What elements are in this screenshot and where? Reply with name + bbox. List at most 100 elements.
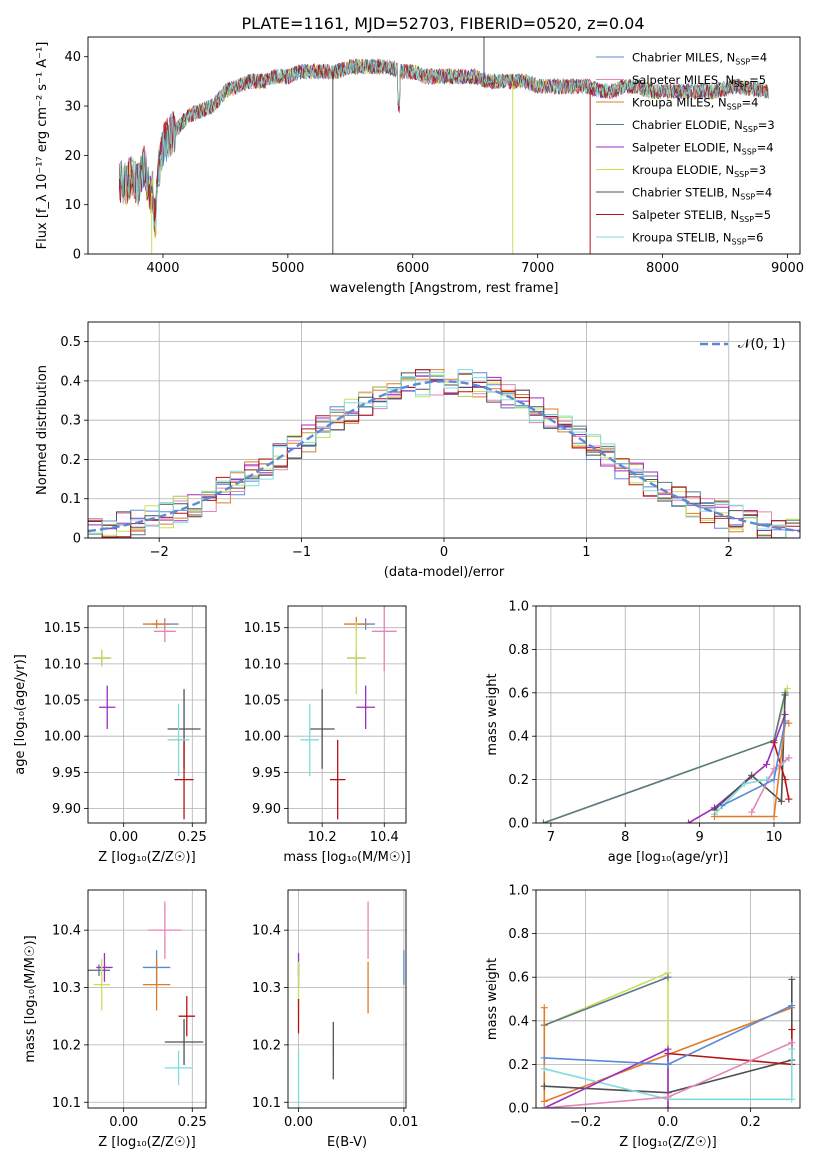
series-kroupa-elodie [539, 684, 791, 823]
panel-spectrum: 4000 5000 6000 7000 8000 9000 0 10 20 30 40 wavelen… [35, 36, 804, 296]
y-tick-label: 1.0 [508, 600, 529, 615]
y-tick-label: 10.00 [44, 730, 81, 745]
x-axis-label: Z [log₁₀(Z/Z☉)] [98, 1135, 195, 1150]
y-tick-label: 0.0 [508, 1102, 529, 1117]
series-kroupa-miles [710, 719, 793, 820]
plots-layer: 4000 5000 6000 7000 8000 9000010203040wavelen… [13, 36, 804, 1150]
x-axis-label: Z [log₁₀(Z/Z☉)] [98, 850, 195, 865]
errorbar-point [371, 606, 397, 672]
axes-frame [287, 605, 407, 824]
panel-age-vs-mass: 10.2 10.4 9.90 9.95 10.00 10.05 10.10 10.15 mass… [244, 605, 411, 865]
series-chabrier-miles [718, 717, 789, 810]
x-axis-label: Z [log₁₀(Z/Z☉)] [619, 1135, 716, 1150]
x-tick-label: 10 [766, 830, 783, 845]
series-line [544, 979, 793, 1094]
x-axis-label: mass [log₁₀(M/M☉)] [283, 850, 410, 865]
x-tick-label: 0.00 [109, 1115, 138, 1130]
y-tick-label: 0.1 [60, 492, 81, 507]
errorbar-point [93, 958, 110, 1011]
spectrum-line-salpeter-stelib [118, 58, 769, 233]
axes-frame [87, 321, 801, 539]
x-tick-label: 8 [621, 830, 629, 845]
series-salpeter-stelib [770, 739, 793, 803]
series-line [713, 757, 790, 815]
y-tick-label: 10.3 [52, 981, 81, 996]
y-tick-label: 9.95 [252, 766, 281, 781]
series-line [544, 1049, 793, 1101]
legend-nssp-label: , N [716, 231, 732, 245]
y-axis-label: mass weight [485, 673, 500, 755]
errorbar-point [98, 685, 116, 729]
x-tick-label: 7 [547, 830, 555, 845]
legend-nssp-subscript: SSP [734, 80, 749, 89]
axes-frame [287, 889, 407, 1109]
y-tick-label: 10.4 [252, 924, 281, 939]
legend-nssp-label: , N [727, 118, 743, 132]
y-tick-label: 10.4 [52, 924, 81, 939]
errorbar-point [367, 901, 369, 959]
y-tick-label: 40 [64, 50, 81, 65]
y-tick-label: 10.00 [244, 730, 281, 745]
legend-entry-name: Salpeter ELODIE [632, 141, 726, 155]
legend-entry: Salpeter MILES, NSSP=5 [632, 73, 766, 89]
errorbar-point [164, 1019, 204, 1065]
x-tick-label: 10.4 [370, 830, 399, 845]
x-tick-label: −2 [150, 545, 169, 560]
legend-nssp-subscript: SSP [727, 103, 742, 112]
errorbar-point [297, 999, 300, 1034]
y-tick-label: 0.3 [60, 414, 81, 429]
x-tick-label: 9 [695, 830, 703, 845]
x-tick-label: 0.25 [178, 1115, 207, 1130]
y-tick-label: 0.8 [508, 927, 529, 942]
legend-nssp-value: =4 [742, 96, 759, 110]
legend-entry: Chabrier ELODIE, NSSP=3 [632, 118, 775, 134]
y-tick-label: 9.90 [52, 802, 81, 817]
figure-title: PLATE=1161, MJD=52703, FIBERID=0520, z=0… [241, 14, 644, 33]
panel-age-vs-Z: 0.00 0.25 9.90 9.95 10.00 10.05 10.10 10.15 Z [l… [13, 605, 207, 865]
legend-entry-name: Salpeter MILES [632, 73, 718, 87]
legend-nssp-subscript: SSP [742, 148, 757, 157]
legend-entry-name: Kroupa MILES [632, 96, 711, 110]
x-tick-label: 5000 [271, 261, 304, 276]
x-tick-label: −0.2 [570, 1115, 602, 1130]
y-tick-label: 0 [73, 248, 81, 263]
series-line [543, 692, 786, 823]
x-tick-label: 10.2 [308, 830, 337, 845]
y-tick-label: 10.2 [52, 1038, 81, 1053]
y-axis-label: Normed distribution [35, 365, 50, 495]
y-tick-label: 0.0 [508, 817, 529, 832]
series-salpeter-elodie [540, 1045, 672, 1108]
y-tick-label: 10.10 [44, 657, 81, 672]
legend-nssp-label: , N [711, 96, 727, 110]
legend-entry: Chabrier MILES, NSSP=4 [632, 51, 767, 67]
y-tick-label: 0.2 [508, 773, 529, 788]
errorbar-point [167, 703, 190, 776]
y-tick-label: 0.4 [60, 374, 81, 389]
y-tick-label: 10.10 [244, 657, 281, 672]
x-tick-label: −1 [292, 545, 311, 560]
errorbar-point [174, 739, 194, 820]
y-tick-label: 0.4 [508, 1014, 529, 1029]
legend-nssp-label: , N [724, 186, 740, 200]
legend-nssp-value: =5 [749, 73, 766, 87]
errorbar-point [88, 964, 110, 977]
spectrum-line-kroupa-stelib [118, 58, 769, 230]
legend-nssp-value: =4 [755, 186, 772, 200]
x-tick-label: 0.25 [178, 830, 207, 845]
legend-entry: 𝒩(0, 1) [738, 337, 785, 352]
y-tick-label: 0.2 [60, 453, 81, 468]
legend-entry: Salpeter STELIB, NSSP=5 [632, 208, 771, 224]
axes-frame [535, 605, 801, 824]
series-line [543, 688, 789, 823]
legend-entry: Kroupa STELIB, NSSP=6 [632, 231, 763, 247]
y-tick-label: 0.4 [508, 730, 529, 745]
legend-nssp-subscript: SSP [732, 238, 747, 247]
x-tick-label: 4000 [146, 261, 179, 276]
axes-frame [87, 889, 207, 1109]
errorbar-point [300, 703, 320, 776]
errorbar-point [142, 619, 171, 629]
x-tick-label: 9000 [771, 261, 804, 276]
y-tick-label: 10.15 [44, 621, 81, 636]
